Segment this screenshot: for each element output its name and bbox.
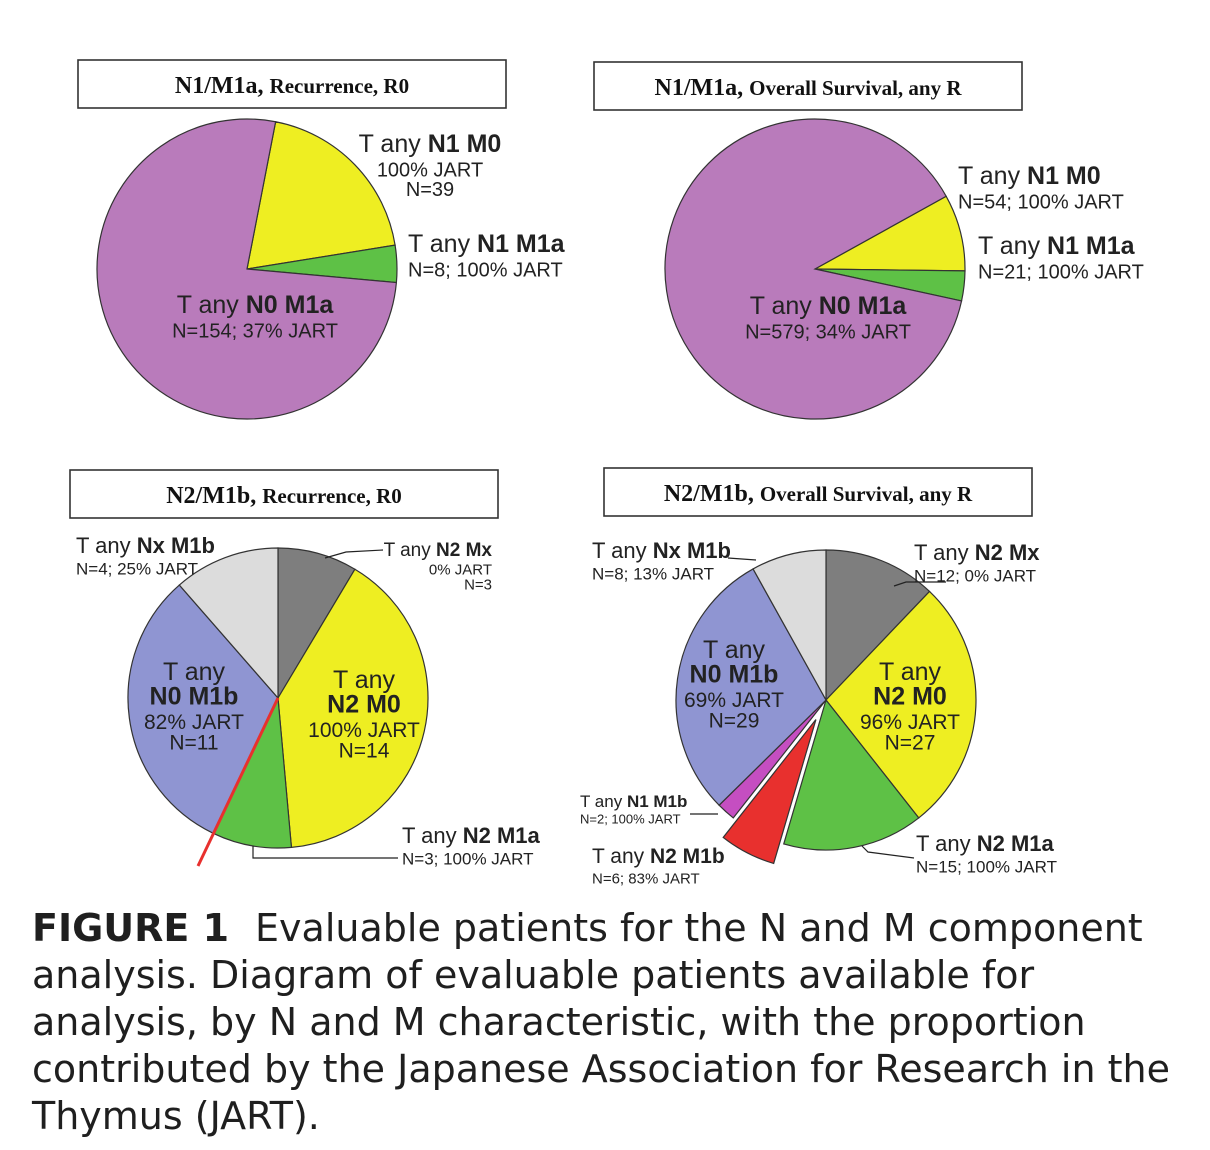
slice-label: T any N2 Mx N=12; 0% JART bbox=[914, 540, 1040, 586]
leader-line bbox=[727, 557, 757, 561]
slice-label: T any N2 M1b N=6; 83% JART bbox=[592, 845, 725, 888]
pie-slice bbox=[246, 121, 396, 270]
leader-line bbox=[252, 846, 398, 859]
slice-label: T any N1 M1a N=21; 100% JART bbox=[978, 232, 1144, 284]
pie-slice bbox=[675, 568, 827, 807]
slice-label: T any N2 M1a N=3; 100% JART bbox=[402, 823, 541, 869]
pie-slice bbox=[782, 698, 920, 851]
pie-slice bbox=[752, 549, 827, 703]
chart-title-box bbox=[593, 61, 1023, 111]
chart-title: N2/M1b, Overall Survival, any R bbox=[664, 481, 973, 507]
slice-label: T any Nx M1b N=4; 25% JART bbox=[76, 533, 215, 579]
pie-slice bbox=[96, 118, 398, 420]
red-indicator-line bbox=[196, 697, 280, 867]
slice-label: T any N0 M1b 82% JART N=11 bbox=[144, 658, 244, 755]
pie-slice bbox=[127, 584, 279, 834]
pie-slice bbox=[277, 568, 429, 849]
chart-title-box bbox=[603, 467, 1033, 517]
pie-slice bbox=[722, 719, 817, 865]
slice-label: T any N0 M1a N=579; 34% JART bbox=[745, 292, 911, 344]
pie-slice bbox=[825, 549, 931, 702]
pie-chart-4: N2/M1b, Overall Survival, any R T any N2 … bbox=[580, 467, 1057, 888]
slice-label: T any N2 Mx 0% JART N=3 bbox=[384, 540, 493, 593]
pie-slice bbox=[825, 590, 977, 819]
slice-label: T any N1 M0 N=54; 100% JART bbox=[958, 162, 1124, 214]
chart-title: N1/M1a, Overall Survival, any R bbox=[655, 75, 963, 101]
leader-line bbox=[861, 845, 915, 859]
leader-line bbox=[893, 581, 946, 587]
slice-label: T any Nx M1b N=8; 13% JART bbox=[592, 538, 731, 584]
chart-title-box bbox=[69, 469, 499, 519]
slice-label: T any N1 M1a N=8; 100% JART bbox=[408, 230, 566, 282]
slice-label: T any N1 M0 100% JART N=39 bbox=[359, 130, 502, 201]
slice-label: T any N1 M1b N=2; 100% JART bbox=[580, 792, 687, 827]
pie-chart-3: N2/M1b, Recurrence, R0 T any N2 Mx 0% JART… bbox=[69, 469, 541, 869]
slice-label: T any N2 M0 100% JART N=14 bbox=[308, 666, 420, 763]
slice-label: T any N2 M0 96% JART N=27 bbox=[860, 658, 960, 755]
leader-line bbox=[324, 549, 384, 559]
chart-title: N1/M1a, Recurrence, R0 bbox=[175, 73, 409, 99]
chart-title: N2/M1b, Recurrence, R0 bbox=[166, 483, 402, 509]
pie-slice bbox=[178, 547, 279, 700]
chart-title-box bbox=[77, 59, 507, 109]
figure-caption: FIGURE 1 Evaluable patients for the N and… bbox=[32, 905, 1192, 1140]
figure-panel: N1/M1a, Recurrence, R0 T any N1 M0 100% JA… bbox=[69, 59, 1144, 888]
slice-label: T any N0 M1a N=154; 37% JART bbox=[172, 291, 338, 343]
slice-label: T any N2 M1a N=15; 100% JART bbox=[916, 831, 1057, 877]
pie-slice bbox=[664, 118, 963, 420]
pie-chart-1: N1/M1a, Recurrence, R0 T any N1 M0 100% JA… bbox=[77, 59, 566, 420]
caption-text: Evaluable patients for the N and M compo… bbox=[32, 906, 1170, 1138]
slice-label: T any N0 M1b 69% JART N=29 bbox=[684, 636, 784, 733]
caption-label: FIGURE 1 bbox=[32, 906, 230, 950]
pie-chart-2: N1/M1a, Overall Survival, any R T any N1 … bbox=[593, 61, 1144, 420]
